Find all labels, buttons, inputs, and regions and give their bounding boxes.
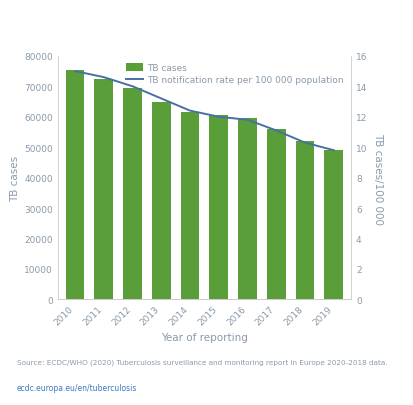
Bar xyxy=(267,130,286,300)
Bar xyxy=(152,102,171,300)
Text: Source: ECDC/WHO (2020) Tuberculosis surveillance and monitoring report in Europ: Source: ECDC/WHO (2020) Tuberculosis sur… xyxy=(17,358,387,365)
Bar xyxy=(296,142,314,300)
Y-axis label: TB cases: TB cases xyxy=(10,155,20,201)
Y-axis label: TB cases/100 000: TB cases/100 000 xyxy=(373,132,383,224)
Bar xyxy=(325,151,343,300)
X-axis label: Year of reporting: Year of reporting xyxy=(161,333,248,343)
Bar xyxy=(209,116,228,300)
Legend: TB cases, TB notification rate per 100 000 population: TB cases, TB notification rate per 100 0… xyxy=(124,61,347,88)
Text: ecdc.europa.eu/en/tuberculosis: ecdc.europa.eu/en/tuberculosis xyxy=(17,383,137,392)
Bar xyxy=(181,113,199,300)
Bar xyxy=(238,119,257,300)
Bar xyxy=(66,70,84,300)
Bar xyxy=(123,89,142,300)
Bar xyxy=(95,79,113,300)
